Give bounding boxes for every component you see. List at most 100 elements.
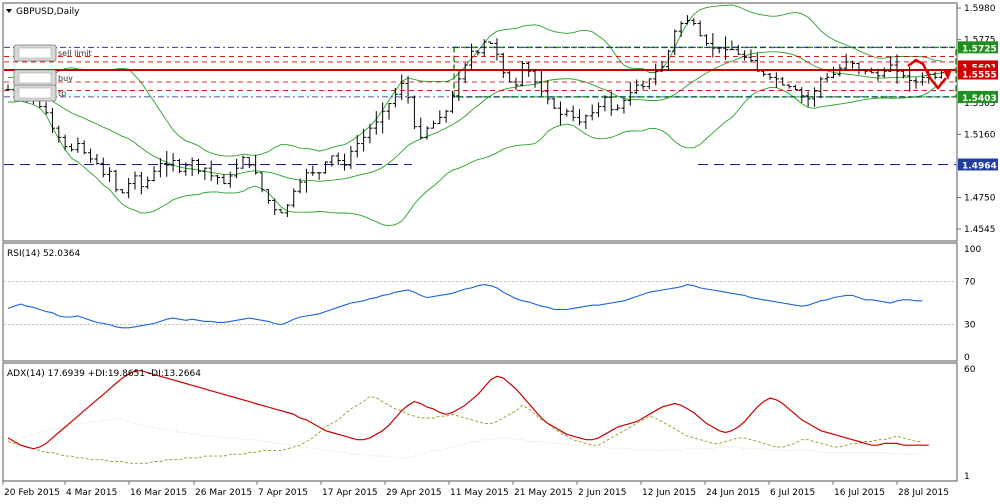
horizontal-levels-layer	[4, 46, 957, 165]
price-bar	[475, 50, 481, 56]
price-bar	[259, 172, 265, 193]
price-bar	[900, 69, 906, 79]
price-tick-label: 1.5980	[964, 4, 996, 14]
price-bar	[234, 158, 240, 179]
price-bar	[748, 49, 754, 63]
price-bar	[246, 156, 252, 168]
price-bar	[875, 68, 881, 81]
price-bar	[202, 167, 208, 180]
price-bar	[335, 152, 341, 166]
order-label-buy[interactable]: buy	[13, 69, 73, 87]
price-bar	[399, 74, 405, 101]
price-bar	[380, 102, 386, 134]
date-label: 4 Mar 2015	[66, 488, 117, 498]
price-bar	[735, 45, 741, 55]
price-bar	[932, 71, 938, 80]
date-label: 21 May 2015	[514, 488, 573, 498]
price-bar	[691, 18, 697, 26]
price-bar	[697, 20, 703, 37]
price-bar	[773, 72, 779, 88]
price-bar	[602, 95, 608, 112]
price-bar	[570, 105, 576, 122]
bollinger-middle-band	[8, 51, 942, 182]
price-bar	[469, 43, 475, 70]
svg-text:1.5403: 1.5403	[962, 94, 997, 104]
price-bar	[189, 157, 195, 177]
adx-tick-label: 60	[964, 365, 976, 375]
price-tick-label: 1.5775	[964, 36, 996, 46]
price-bar	[545, 80, 551, 105]
price-bar	[837, 64, 843, 77]
rsi-title: RSI(14) 52.0364	[7, 249, 80, 259]
adx-layer	[7, 370, 929, 464]
price-bar	[196, 158, 201, 175]
order-label-sell-limit[interactable]: sell limit	[13, 44, 92, 62]
date-label: 29 Apr 2015	[386, 488, 442, 498]
price-bar	[716, 47, 722, 54]
menu-triangle-icon[interactable]	[6, 9, 12, 13]
date-label: 26 Mar 2015	[195, 488, 252, 498]
price-chart-title: GBPUSD,Daily	[16, 7, 80, 17]
date-label: 24 Jun 2015	[706, 488, 760, 498]
price-bar	[786, 84, 792, 89]
price-bar	[367, 123, 373, 144]
price-bar	[869, 67, 875, 74]
lower-level-price-tag: 1.4964	[958, 158, 998, 171]
price-bar	[297, 178, 303, 194]
date-label: 20 Feb 2015	[4, 488, 60, 498]
price-bar	[310, 165, 316, 176]
price-bar	[164, 150, 170, 177]
arrow-head-icon	[943, 69, 952, 80]
price-bar	[824, 73, 830, 82]
price-bar	[418, 117, 424, 140]
price-bar	[704, 34, 709, 46]
price-bar	[183, 162, 189, 176]
price-bar	[75, 137, 81, 153]
price-bar	[361, 128, 367, 152]
rsi-panel-frame	[2, 242, 958, 362]
price-bar	[208, 160, 214, 182]
price-bar	[5, 84, 11, 91]
rsi-line	[7, 284, 923, 329]
price-bar	[665, 49, 671, 71]
price-tick-label: 1.5160	[964, 130, 996, 140]
price-bar	[386, 102, 392, 120]
price-bar	[684, 15, 690, 25]
price-bar	[653, 63, 659, 86]
price-bar	[329, 155, 335, 167]
price-bar	[907, 66, 913, 92]
price-bar	[583, 114, 589, 130]
price-bar	[805, 91, 811, 107]
price-bar	[596, 102, 602, 118]
svg-text:sell limit: sell limit	[58, 49, 92, 58]
price-bar	[253, 154, 259, 175]
price-bar	[532, 69, 538, 88]
support-price-tag: 1.5403	[958, 90, 998, 104]
price-tick-label: 1.4750	[964, 193, 996, 203]
date-label: 2 Jun 2015	[578, 488, 626, 498]
adx-series-adx14	[7, 370, 929, 450]
date-label: 28 Jul 2015	[898, 488, 949, 498]
price-bar	[672, 29, 678, 56]
rsi-tick-label: 0	[964, 353, 970, 363]
price-bar	[215, 174, 221, 185]
order-label-tp[interactable]: tp	[13, 84, 66, 102]
svg-text:tp: tp	[58, 89, 66, 98]
price-bar	[240, 155, 246, 169]
axis-layer: 1.59801.57751.55701.53651.51601.49551.47…	[2, 4, 998, 498]
resistance-price-tag: 1.5725	[958, 41, 998, 54]
price-bar	[354, 135, 360, 158]
price-bar	[405, 75, 411, 104]
price-bar	[450, 90, 455, 114]
date-label: 7 Apr 2015	[258, 488, 308, 498]
svg-text:buy: buy	[58, 74, 73, 83]
price-bar	[811, 87, 817, 107]
svg-text:1.5555: 1.5555	[962, 71, 997, 81]
price-bar	[799, 87, 805, 103]
price-bar	[113, 169, 119, 193]
price-bar	[424, 126, 430, 140]
price-bar	[615, 104, 621, 111]
price-bar	[100, 157, 106, 178]
price-bar	[831, 66, 836, 79]
